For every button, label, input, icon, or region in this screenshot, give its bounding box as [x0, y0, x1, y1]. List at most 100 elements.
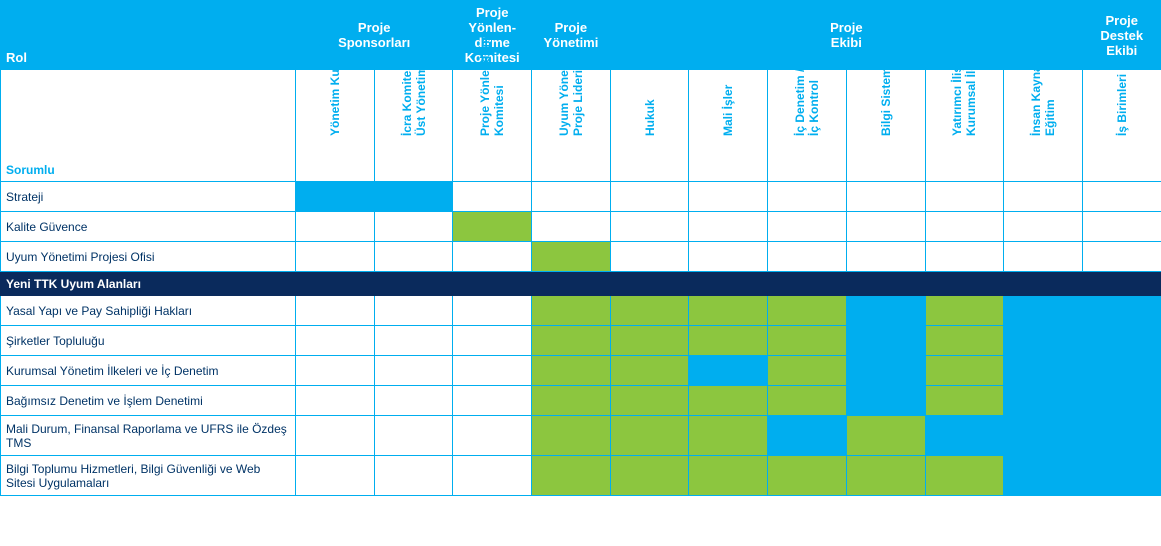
cell — [689, 456, 768, 496]
cell — [532, 416, 611, 456]
cell — [768, 416, 847, 456]
cell — [1082, 242, 1161, 272]
cell — [374, 356, 453, 386]
header-row-columns: Sorumlu Yönetim Kuruluİcra Komitesi / Üs… — [1, 70, 1161, 182]
cell — [846, 296, 925, 326]
cell — [453, 386, 532, 416]
cell — [925, 212, 1004, 242]
header-sorumlu: Sorumlu — [1, 70, 296, 182]
cell — [1082, 296, 1161, 326]
header-col-4: Hukuk — [610, 70, 689, 182]
cell — [532, 182, 611, 212]
cell — [925, 182, 1004, 212]
header-col-9: İnsan Kaynakları/ Eğitim — [1004, 70, 1083, 182]
cell — [1004, 182, 1083, 212]
cell — [768, 242, 847, 272]
cell — [1004, 456, 1083, 496]
cell — [374, 212, 453, 242]
cell — [610, 212, 689, 242]
cell — [846, 456, 925, 496]
row-label: Strateji — [1, 182, 296, 212]
row-label: Yasal Yapı ve Pay Sahipliği Hakları — [1, 296, 296, 326]
cell — [768, 356, 847, 386]
table-row: Strateji — [1, 182, 1161, 212]
cell — [925, 242, 1004, 272]
cell — [610, 456, 689, 496]
cell — [768, 456, 847, 496]
section-row: Yeni TTK Uyum Alanları — [1, 272, 1161, 296]
cell — [374, 326, 453, 356]
cell — [1082, 212, 1161, 242]
cell — [925, 386, 1004, 416]
cell — [374, 242, 453, 272]
cell — [768, 296, 847, 326]
header-rol: Rol — [1, 1, 296, 70]
cell — [1004, 296, 1083, 326]
row-label: Şirketler Topluluğu — [1, 326, 296, 356]
row-label: Bilgi Toplumu Hizmetleri, Bilgi Güvenliğ… — [1, 456, 296, 496]
header-col-0: Yönetim Kurulu — [296, 70, 375, 182]
cell — [374, 296, 453, 326]
cell — [610, 242, 689, 272]
cell — [610, 356, 689, 386]
cell — [296, 182, 375, 212]
table-row: Kalite Güvence — [1, 212, 1161, 242]
cell — [846, 326, 925, 356]
cell — [532, 296, 611, 326]
cell — [925, 296, 1004, 326]
cell — [296, 212, 375, 242]
cell — [1082, 182, 1161, 212]
cell — [610, 386, 689, 416]
row-label: Mali Durum, Finansal Raporlama ve UFRS i… — [1, 416, 296, 456]
table-row: Şirketler Topluluğu — [1, 326, 1161, 356]
cell — [296, 356, 375, 386]
header-col-1: İcra Komitesi / Üst Yönetim — [374, 70, 453, 182]
cell — [925, 326, 1004, 356]
row-label: Kalite Güvence — [1, 212, 296, 242]
cell — [1082, 416, 1161, 456]
cell — [1082, 326, 1161, 356]
cell — [296, 456, 375, 496]
header-col-6: İç Denetim / İç Kontrol — [768, 70, 847, 182]
row-label: Bağımsız Denetim ve İşlem Denetimi — [1, 386, 296, 416]
cell — [374, 416, 453, 456]
cell — [846, 356, 925, 386]
cell — [689, 212, 768, 242]
cell — [532, 212, 611, 242]
cell — [689, 356, 768, 386]
cell — [925, 456, 1004, 496]
cell — [689, 416, 768, 456]
cell — [768, 182, 847, 212]
cell — [768, 326, 847, 356]
header-row-groups: Rol Proje SponsorlarıProje Yönlen- dirme… — [1, 1, 1161, 70]
cell — [374, 182, 453, 212]
cell — [846, 242, 925, 272]
raci-table-wrap: Rol Proje SponsorlarıProje Yönlen- dirme… — [0, 0, 1161, 496]
cell — [846, 182, 925, 212]
cell — [846, 386, 925, 416]
cell — [532, 386, 611, 416]
cell — [453, 456, 532, 496]
header-group-1: Proje Yönlen- dirme Komitesi — [453, 1, 532, 70]
cell — [453, 356, 532, 386]
table-body: StratejiKalite GüvenceUyum Yönetimi Proj… — [1, 182, 1161, 496]
header-group-0: Proje Sponsorları — [296, 1, 453, 70]
cell — [610, 416, 689, 456]
raci-table: Rol Proje SponsorlarıProje Yönlen- dirme… — [0, 0, 1161, 496]
cell — [532, 326, 611, 356]
cell — [296, 416, 375, 456]
section-label: Yeni TTK Uyum Alanları — [1, 272, 1161, 296]
cell — [1004, 416, 1083, 456]
header-col-2: Proje Yönlendirme Komitesi — [453, 70, 532, 182]
cell — [1004, 326, 1083, 356]
table-row: Uyum Yönetimi Projesi Ofisi — [1, 242, 1161, 272]
cell — [532, 242, 611, 272]
cell — [610, 326, 689, 356]
cell — [532, 456, 611, 496]
cell — [374, 456, 453, 496]
cell — [532, 356, 611, 386]
cell — [1082, 386, 1161, 416]
cell — [1082, 356, 1161, 386]
cell — [846, 416, 925, 456]
cell — [689, 296, 768, 326]
